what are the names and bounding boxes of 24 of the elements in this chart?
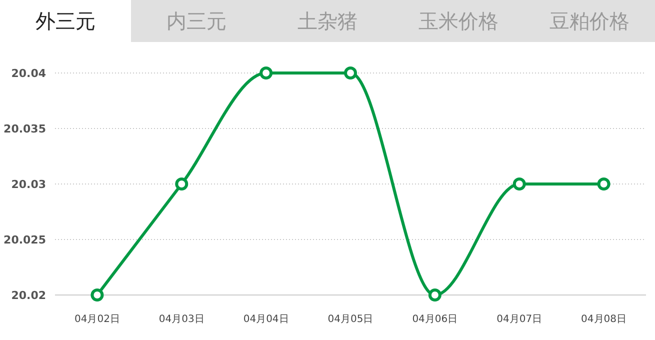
text: 玉米价格 [418, 9, 498, 33]
x-tick-label: 04月07日 [496, 314, 542, 325]
y-tick-label: 20.03 [11, 178, 46, 191]
point [428, 288, 442, 302]
point [175, 178, 188, 190]
y-tick-label: 20.02 [11, 289, 46, 302]
point [90, 288, 104, 302]
text: 豆粕价格 [550, 9, 630, 33]
x-tick-label: 04月03日 [158, 314, 204, 325]
x-tick-label: 04月02日 [74, 314, 120, 325]
point [597, 178, 610, 190]
text: 内三元 [166, 9, 226, 33]
point [344, 66, 357, 80]
y-tick-label: 20.035 [4, 122, 46, 136]
x-tick-label: 04月05日 [328, 314, 374, 325]
y-tick-label: 20.025 [4, 234, 46, 246]
chart-title: 外三元 [36, 9, 96, 33]
point [260, 66, 273, 80]
text: 土杂猪 [298, 9, 358, 33]
y-tick-label: 20.04 [11, 67, 46, 80]
x-tick-label: 04月04日 [243, 314, 289, 325]
point [512, 178, 526, 190]
x-tick-label: 04月06日 [412, 314, 458, 325]
x-tick-label: 04月08日 [581, 314, 627, 325]
